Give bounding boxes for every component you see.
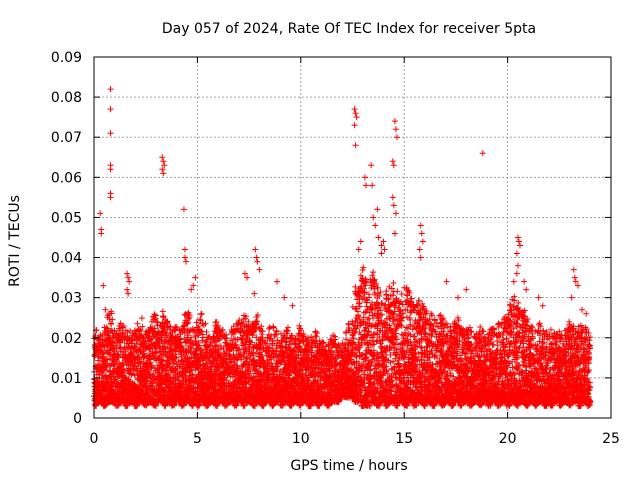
data-point [98, 346, 105, 353]
data-point [108, 320, 115, 327]
data-point [121, 344, 128, 351]
data-point [103, 324, 110, 331]
chart-title: Day 057 of 2024, Rate Of TEC Index for r… [162, 21, 536, 37]
data-point [125, 389, 132, 396]
data-point [110, 360, 117, 367]
data-point [122, 384, 129, 391]
data-point [116, 384, 123, 391]
data-point [125, 376, 132, 383]
data-point [108, 308, 115, 315]
data-point [120, 323, 127, 330]
data-point [105, 341, 112, 348]
data-point [117, 320, 124, 327]
data-point [119, 329, 126, 336]
data-point [115, 401, 122, 408]
data-point [113, 402, 120, 409]
data-point [106, 316, 113, 323]
data-point [115, 325, 122, 332]
data-point [91, 351, 98, 358]
data-point [97, 365, 104, 372]
data-point [104, 312, 111, 319]
data-point [116, 344, 123, 351]
data-point [130, 366, 137, 373]
data-point [101, 402, 108, 409]
data-point [122, 333, 129, 340]
data-point [112, 356, 119, 363]
data-point [110, 361, 117, 368]
data-point [104, 325, 111, 332]
data-point [112, 350, 119, 357]
data-point [119, 337, 126, 344]
data-point [109, 352, 116, 359]
data-point [122, 353, 129, 360]
data-point [122, 327, 129, 334]
data-point [110, 398, 117, 405]
data-points [91, 86, 594, 409]
data-point [113, 330, 120, 337]
data-point [122, 377, 129, 384]
data-point [94, 386, 101, 393]
data-point [97, 398, 104, 405]
data-point [125, 359, 132, 366]
data-point [124, 402, 131, 409]
data-point [119, 330, 126, 337]
data-point [109, 316, 116, 323]
data-point [106, 368, 113, 375]
data-point [106, 355, 113, 362]
data-point [96, 335, 103, 342]
data-point [119, 369, 126, 376]
data-point [104, 331, 111, 338]
